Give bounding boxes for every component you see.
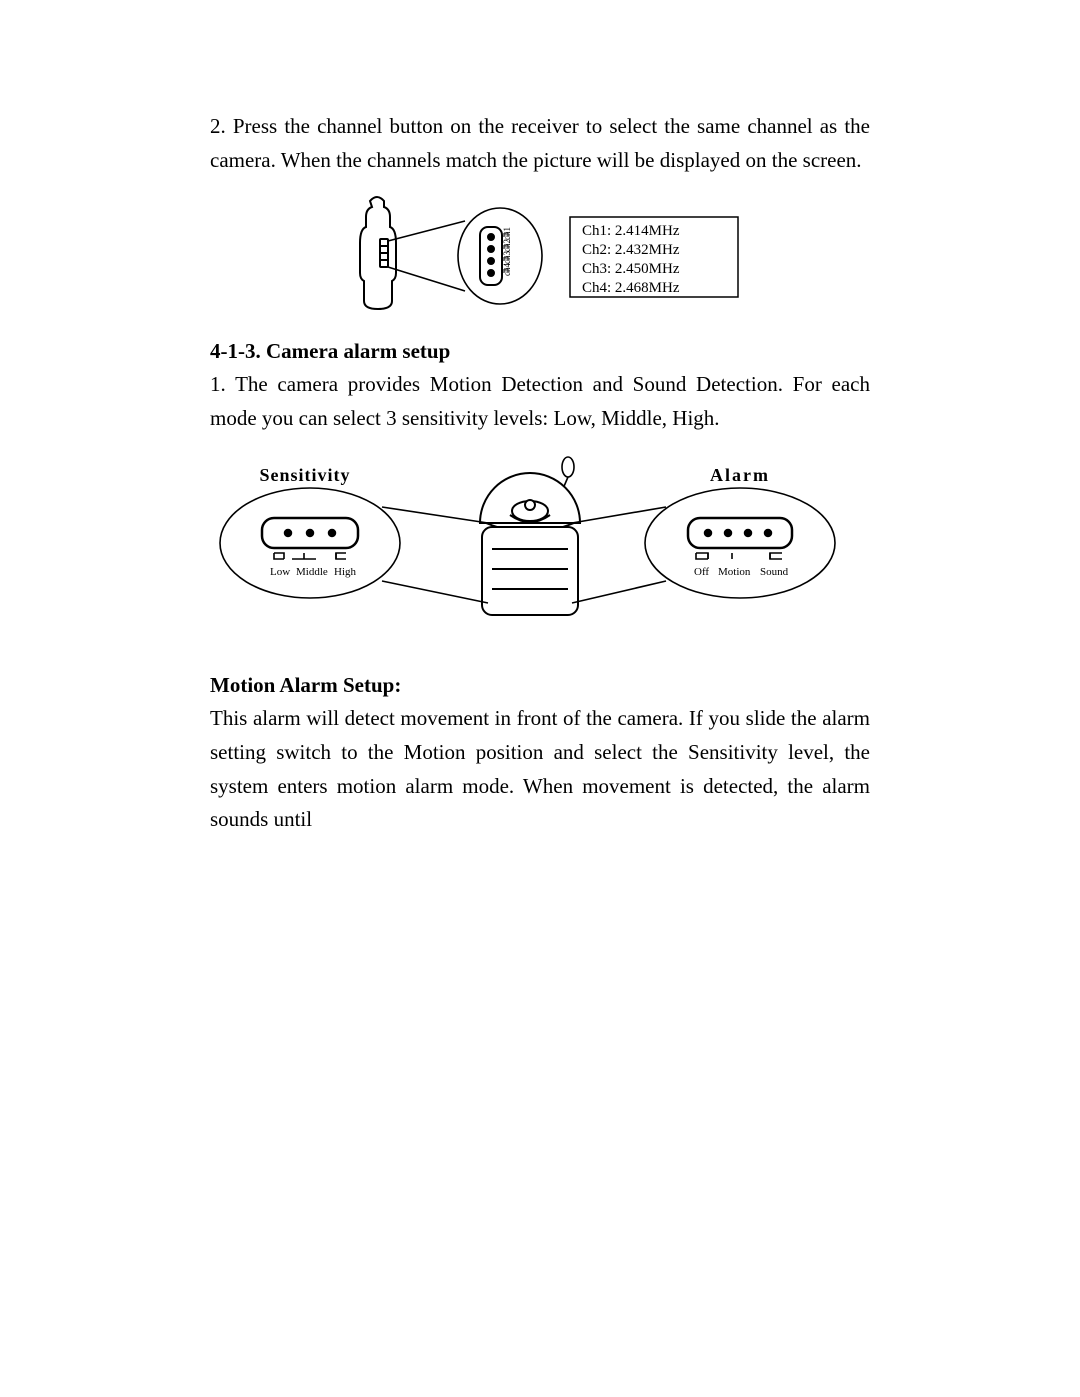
callout-lines-1 [388, 221, 465, 291]
alarm-label-off: Off [694, 566, 709, 578]
freq-row-4: Ch4: 2.468MHz [582, 280, 680, 296]
frequency-table: Ch1: 2.414MHz Ch2: 2.432MHz Ch3: 2.450MH… [570, 217, 738, 297]
dip-switch-callout: ch1 ch2 ch3 ch4 [458, 208, 542, 304]
camera-front [480, 457, 580, 615]
alarm-label-motion: Motion [718, 566, 751, 578]
channel-diagram: ch1 ch2 ch3 ch4 Ch1: 2.414MHz Ch2: 2.432… [330, 191, 750, 321]
manual-page: 2. Press the channel button on the recei… [0, 0, 1080, 1397]
motion-alarm-para: This alarm will detect movement in front… [210, 702, 870, 836]
alarm-callout: Off Motion Sound [645, 488, 835, 598]
receiver-outline [360, 197, 396, 309]
freq-row-1: Ch1: 2.414MHz [582, 223, 680, 239]
sens-label-middle: Middle [296, 566, 328, 578]
channel-instruction-para: 2. Press the channel button on the recei… [210, 110, 870, 177]
sens-label-low: Low [270, 566, 290, 578]
sensitivity-title: Sensitivity [259, 465, 350, 485]
sensitivity-callout: Low Middle High [220, 488, 400, 598]
motion-alarm-heading: Motion Alarm Setup: [210, 673, 870, 698]
alarm-diagram: Sensitivity Alarm Low Middle High [210, 453, 850, 643]
freq-row-2: Ch2: 2.432MHz [582, 242, 680, 258]
freq-row-3: Ch3: 2.450MHz [582, 261, 680, 277]
sens-label-high: High [334, 566, 357, 578]
alarm-title: Alarm [710, 465, 770, 485]
section-413-para: 1. The camera provides Motion Detection … [210, 368, 870, 435]
section-413-heading: 4-1-3. Camera alarm setup [210, 339, 870, 364]
alarm-label-sound: Sound [760, 566, 789, 578]
